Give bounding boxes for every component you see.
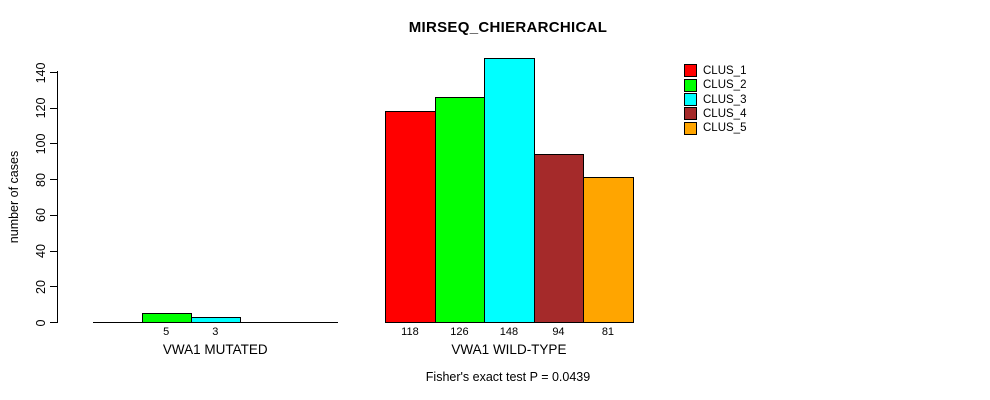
chart-title: MIRSEQ_CHIERARCHICAL xyxy=(408,19,608,36)
bar-value-label: 148 xyxy=(499,326,519,338)
footer-annotation: Fisher's exact test P = 0.0439 xyxy=(425,370,591,384)
bar-clus_4 xyxy=(533,154,585,323)
bar-value-label: 126 xyxy=(450,326,469,338)
y-axis-tick-label: 60 xyxy=(34,208,48,223)
y-axis-tick xyxy=(50,250,57,252)
y-axis-tick-label: 80 xyxy=(34,172,48,187)
legend-swatch-clus_3 xyxy=(684,93,697,106)
bar-clus_2 xyxy=(141,313,192,323)
y-axis-tick xyxy=(50,72,57,73)
y-axis-tick-label: 100 xyxy=(34,133,48,155)
legend-swatch-clus_1 xyxy=(684,64,697,78)
bar-value-label: 3 xyxy=(212,326,219,338)
legend-label: CLUS_1 xyxy=(703,64,747,77)
legend-swatch-clus_4 xyxy=(684,107,697,121)
bar-clus_3 xyxy=(190,316,241,323)
legend-label: CLUS_2 xyxy=(703,79,747,92)
legend-swatch-clus_5 xyxy=(684,121,697,135)
y-axis-tick xyxy=(50,286,57,288)
bar-clus_5 xyxy=(583,177,634,323)
bar-value-label: 81 xyxy=(601,326,615,338)
y-axis-tick-label: 0 xyxy=(34,319,48,326)
group-label: VWA1 WILD-TYPE xyxy=(451,342,567,357)
bar-value-label: 118 xyxy=(401,326,419,338)
y-axis-tick xyxy=(50,322,57,323)
bar-clus_3 xyxy=(484,57,535,323)
bar-clus_2 xyxy=(434,97,486,323)
legend-label: CLUS_4 xyxy=(703,107,747,120)
bar-clus_1 xyxy=(385,111,436,323)
bar-value-label: 5 xyxy=(163,326,170,338)
y-axis-tick xyxy=(50,107,57,109)
legend-label: CLUS_3 xyxy=(703,93,747,106)
y-axis-tick-label: 140 xyxy=(34,62,48,83)
y-axis-title: number of cases xyxy=(7,150,21,244)
y-axis-tick xyxy=(50,179,57,181)
legend-swatch-clus_2 xyxy=(684,78,697,92)
y-axis-tick xyxy=(50,143,57,145)
bar-value-label: 94 xyxy=(552,326,565,338)
y-axis-line xyxy=(57,71,58,323)
y-axis-tick-label: 40 xyxy=(34,244,48,259)
legend-label: CLUS_5 xyxy=(703,122,747,135)
y-axis-tick xyxy=(50,214,57,216)
y-axis-tick-label: 20 xyxy=(34,279,48,294)
y-axis-tick-label: 120 xyxy=(34,97,48,119)
group-label: VWA1 MUTATED xyxy=(162,342,268,357)
